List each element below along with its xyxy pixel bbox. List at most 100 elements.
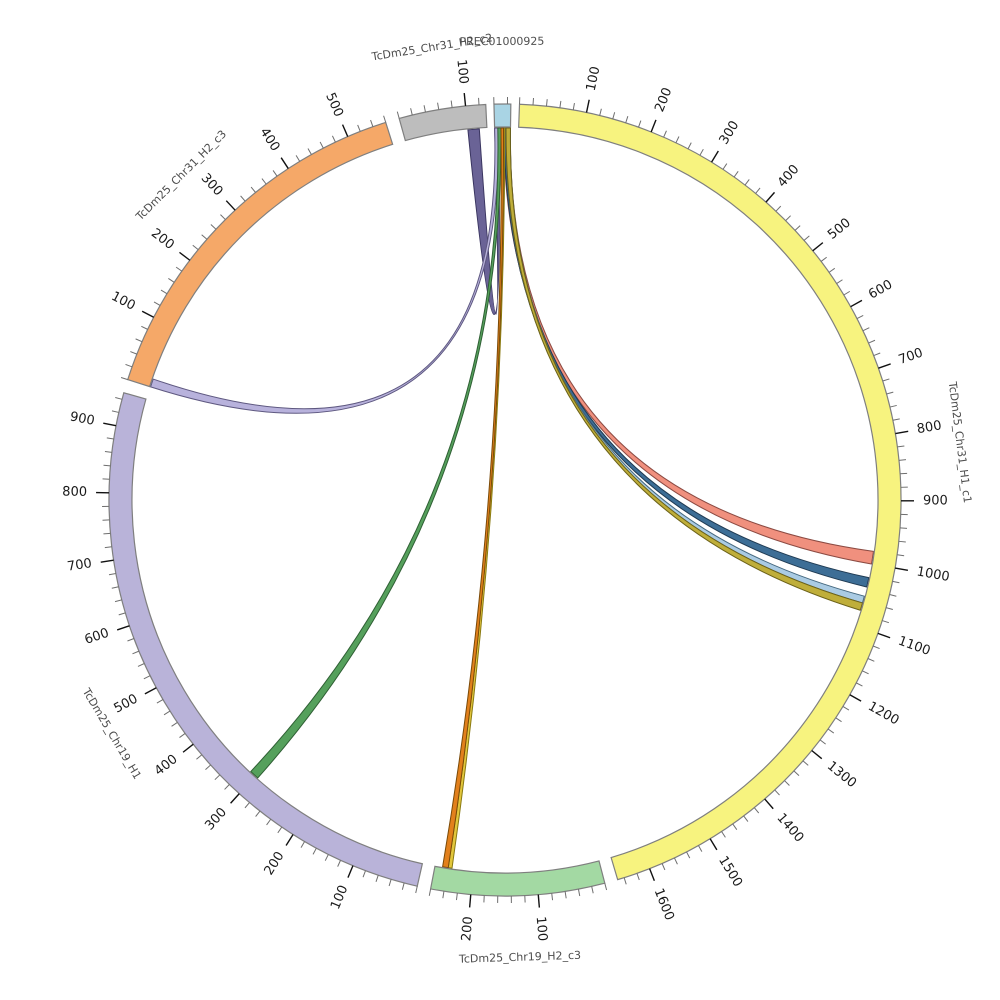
tick-major [230,793,240,804]
tick-major [285,834,294,846]
tick-minor [625,116,629,123]
tick-minor [201,234,208,240]
tick-major [811,749,823,760]
segment-label-PREC01000925: PREC01000925 [459,35,544,49]
tick-label-TcDm25_Chr19_H2_c3-200: 200 [459,916,476,942]
tick-minor [295,155,301,162]
tick-minor [564,891,567,899]
tick-minor [898,540,906,543]
tick-minor [396,111,400,119]
tick-minor [755,187,761,194]
tick-minor [272,170,278,177]
tick-minor [244,802,250,809]
tick-minor [163,710,171,716]
tick-minor [307,148,312,155]
tick-label-TcDm25_Chr19_H1-200: 200 [262,849,288,878]
tick-major [849,694,862,702]
tick-major [709,838,718,851]
tick-minor [118,612,126,616]
tick-label-TcDm25_Chr31_H1_c1-100: 100 [584,65,604,92]
tick-minor [370,119,374,127]
tick-minor [127,638,135,642]
tick-major [463,92,467,107]
tick-label-TcDm25_Chr31_H1_c1-800: 800 [916,418,943,437]
tick-minor [698,845,703,852]
segments-layer [108,103,902,897]
tick-minor [732,823,738,830]
tick-minor [171,721,178,727]
tick-minor [604,883,608,891]
tick-major [225,200,236,211]
tick-minor [196,754,203,760]
tick-minor [179,733,186,738]
tick-minor [775,205,782,212]
tick-label-TcDm25_Chr31_H1_c1-400: 400 [775,162,803,191]
tick-minor [455,893,458,901]
links-layer [149,127,874,869]
tick-minor [153,301,161,306]
tick-minor [156,699,164,704]
tick-major [710,150,719,163]
tick-minor [104,451,112,453]
tick-label-TcDm25_Chr31_H1_c1-1000: 1000 [915,564,950,584]
tick-minor [784,780,790,786]
tick-minor [210,224,217,230]
tick-label-TcDm25_Chr19_H2_c3-100: 100 [533,916,550,942]
link-green [250,127,502,779]
segment-band-TcDm25_Chr31_H2_c2 [398,103,488,142]
tick-minor [442,891,445,899]
tick-major [878,363,891,369]
segment-band-TcDm25_Chr19_H2_c3 [429,860,606,897]
tick-minor [135,338,143,343]
link-lavender [149,127,499,414]
tick-minor [886,391,894,395]
tick-minor [220,214,226,220]
tick-major [764,798,774,810]
tick-label-TcDm25_Chr31_H1_c1-500: 500 [825,215,854,242]
ticks-TcDm25_Chr19_H2_c3: 100 200 [428,883,608,942]
tick-minor [785,215,791,221]
tick-minor [898,459,907,461]
tick-label-TcDm25_Chr19_H1-800: 800 [62,484,87,499]
tick-minor [599,108,602,116]
tick-minor [141,325,148,330]
tick-major [812,242,824,252]
tick-minor [250,186,256,193]
segment-band-TcDm25_Chr31_H1_c1 [518,103,902,881]
tick-minor [111,410,119,413]
tick-label-TcDm25_Chr31_H2_c3-100: 100 [109,289,138,314]
tick-minor [661,863,666,871]
segment-label-TcDm25_Chr31_H1_c1: TcDm25_Chr31_H1_c1 [946,380,974,504]
tick-minor [240,195,246,202]
tick-minor [802,760,809,766]
tick-minor [261,178,267,185]
tick-minor [312,847,317,855]
tick-major [650,119,657,133]
tick-minor [828,267,836,273]
tick-minor [663,130,667,138]
tick-minor [120,376,128,381]
tick-minor [401,882,405,890]
tick-minor [892,580,900,584]
tick-label-TcDm25_Chr31_H1_c1-300: 300 [717,118,743,147]
tick-minor [577,889,581,897]
tick-minor [882,620,890,624]
tick-minor [423,105,426,113]
tick-major [280,157,289,169]
tick-minor [324,854,329,861]
tick-label-TcDm25_Chr31_H2_c3-300: 300 [198,171,226,199]
tick-minor [820,256,827,262]
tick-major [468,894,472,908]
tick-label-TcDm25_Chr19_H1-300: 300 [202,805,230,833]
tick-minor [862,327,870,332]
tick-minor [868,339,876,344]
tick-minor [205,764,212,770]
tick-label-TcDm25_Chr19_H1-900: 900 [69,410,96,429]
tick-label-TcDm25_Chr31_H1_c1-900: 900 [923,493,948,508]
tick-minor [721,831,726,838]
tick-minor [733,171,739,178]
tick-minor [337,860,342,867]
tick-minor [819,739,826,745]
tick-minor [437,102,440,110]
tick-label-TcDm25_Chr31_H2_c2-100: 100 [453,59,470,85]
